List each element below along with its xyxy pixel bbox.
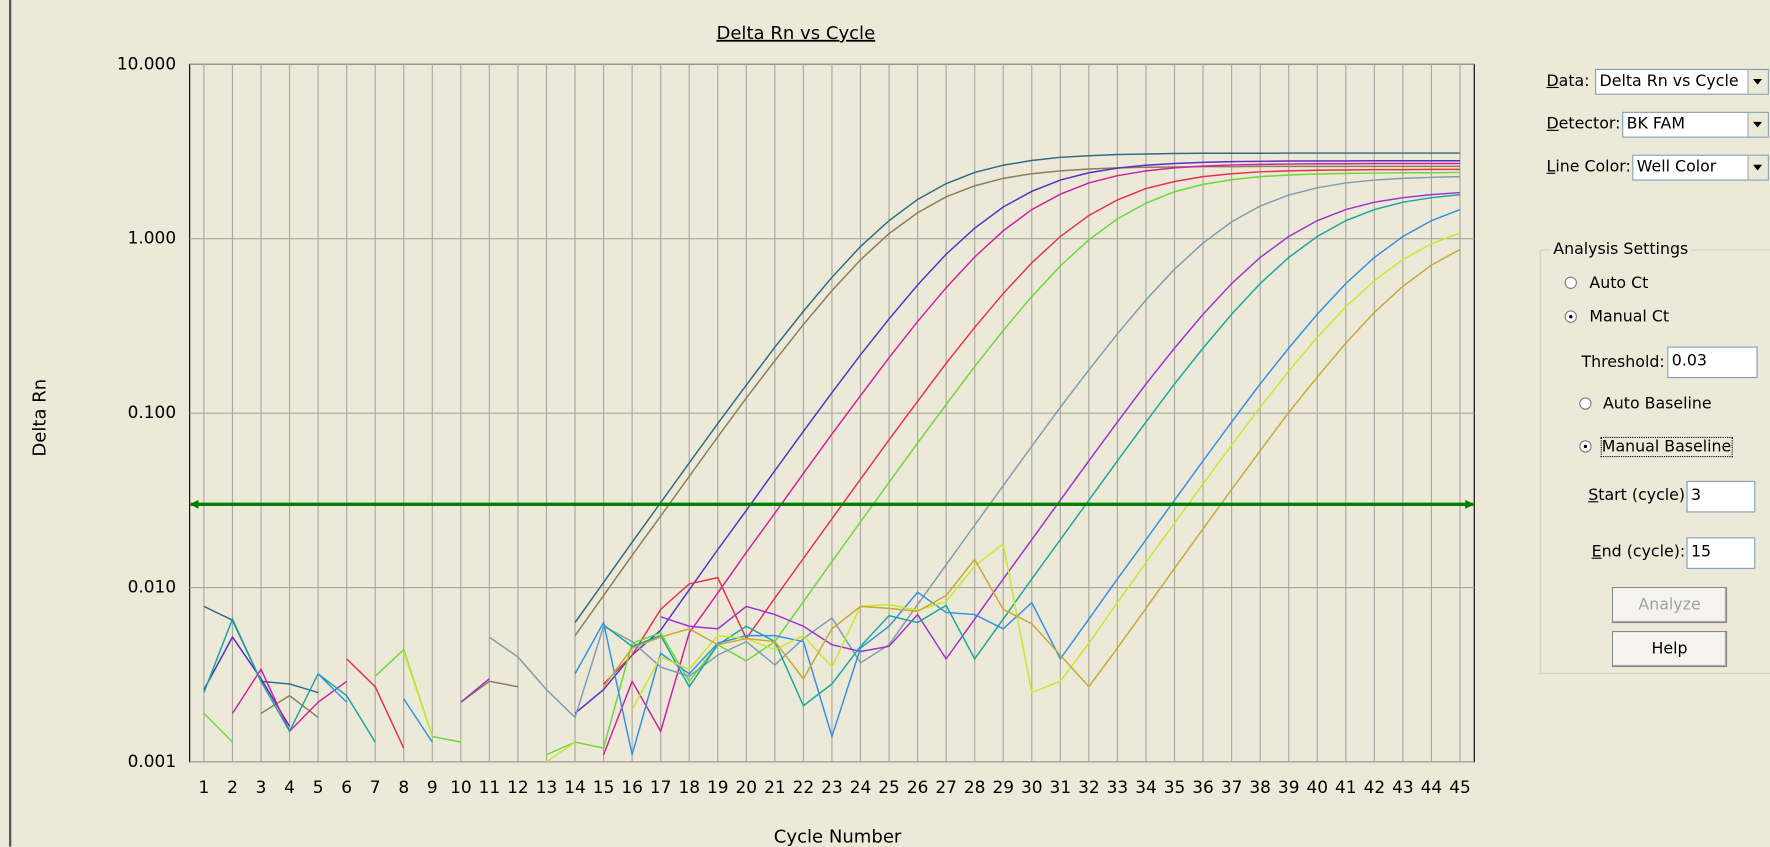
- start-input[interactable]: 3: [1686, 480, 1756, 513]
- auto-ct-label: Auto Ct: [1589, 274, 1649, 293]
- amplification-curve: [602, 248, 1461, 688]
- detector-label: Detector:: [1546, 115, 1621, 134]
- help-button[interactable]: Help: [1611, 631, 1728, 668]
- x-tick-label: 19: [707, 777, 729, 797]
- y-tick-label: 0.001: [128, 751, 176, 771]
- x-tick-label: 16: [621, 777, 643, 797]
- line-color-combo[interactable]: Well Color: [1632, 154, 1769, 181]
- left-border: [9, 0, 12, 847]
- threshold-label: Threshold:: [1581, 353, 1665, 372]
- x-tick-label: 36: [1192, 777, 1214, 797]
- x-tick-label: 40: [1306, 777, 1328, 797]
- x-axis-label: Cycle Number: [774, 827, 902, 847]
- chart: Delta Rn vs Cycle Cycle Number Delta Rn …: [30, 23, 1475, 847]
- x-tick-label: 20: [736, 777, 758, 797]
- data-value: Delta Rn vs Cycle: [1599, 72, 1739, 91]
- x-tick-label: 43: [1392, 777, 1414, 797]
- x-tick-label: 8: [398, 777, 409, 797]
- x-tick-label: 11: [479, 777, 501, 797]
- detector-combo[interactable]: BK FAM: [1622, 111, 1769, 138]
- manual-baseline-label: Manual Baseline: [1600, 436, 1733, 458]
- manual-ct-label: Manual Ct: [1589, 308, 1670, 327]
- y-axis-label: Delta Rn: [30, 379, 51, 457]
- x-tick-label: 17: [650, 777, 672, 797]
- x-tick-label: 22: [793, 777, 815, 797]
- x-tick-label: 4: [284, 777, 295, 797]
- combo-arrow[interactable]: [1747, 112, 1768, 137]
- x-tick-label: 39: [1278, 777, 1300, 797]
- x-tick-label: 29: [992, 777, 1014, 797]
- line-color-value: Well Color: [1636, 158, 1717, 177]
- x-tick-label: 41: [1335, 777, 1357, 797]
- x-tick-label: 13: [536, 777, 558, 797]
- x-tick-label: 23: [821, 777, 843, 797]
- x-tick-label: 14: [564, 777, 586, 797]
- x-tick-label: 32: [1078, 777, 1100, 797]
- x-tick-label: 26: [907, 777, 929, 797]
- x-tick-label: 1: [199, 777, 210, 797]
- amplification-curve: [488, 175, 1461, 719]
- amplification-curve: [346, 168, 1460, 749]
- x-tick-label: 31: [1050, 777, 1072, 797]
- combo-arrow[interactable]: [1747, 155, 1768, 180]
- x-tick-label: 2: [227, 777, 238, 797]
- x-tick-label: 6: [341, 777, 352, 797]
- end-label: End (cycle):: [1591, 542, 1686, 562]
- y-tick-label: 0.010: [128, 577, 176, 597]
- detector-value: BK FAM: [1626, 115, 1685, 134]
- threshold-input[interactable]: 0.03: [1667, 346, 1758, 379]
- start-value: 3: [1690, 486, 1702, 505]
- x-tick-label: 28: [964, 777, 986, 797]
- auto-baseline-label: Auto Baseline: [1602, 395, 1712, 414]
- x-tick-label: 37: [1221, 777, 1243, 797]
- auto-baseline-radio[interactable]: [1579, 397, 1592, 410]
- chart-title: Delta Rn vs Cycle: [716, 23, 875, 44]
- amplification-curve: [203, 193, 1461, 743]
- manual-ct-radio[interactable]: [1564, 310, 1577, 323]
- x-tick-label: 10: [450, 777, 472, 797]
- x-tick-label: 12: [507, 777, 529, 797]
- start-label: Start (cycle):: [1588, 486, 1691, 505]
- x-tick-label: 24: [850, 777, 872, 797]
- data-combo[interactable]: Delta Rn vs Cycle: [1595, 68, 1769, 95]
- y-tick-label: 10.000: [117, 53, 176, 73]
- amplification-curve: [203, 160, 1460, 727]
- x-tick-label: 44: [1421, 777, 1443, 797]
- analyze-button: Analyze: [1611, 586, 1728, 624]
- x-tick-label: 9: [427, 777, 438, 797]
- x-tick-label: 21: [764, 777, 786, 797]
- auto-ct-radio[interactable]: [1564, 276, 1577, 289]
- x-tick-label: 18: [678, 777, 700, 797]
- x-tick-label: 15: [593, 777, 615, 797]
- x-tick-label: 38: [1249, 777, 1271, 797]
- line-color-label: Line Color:: [1546, 158, 1631, 177]
- end-input[interactable]: 15: [1686, 537, 1756, 569]
- end-value: 15: [1690, 542, 1712, 562]
- y-tick-label: 1.000: [128, 228, 176, 248]
- x-tick-label: 27: [935, 777, 957, 797]
- x-tick-label: 45: [1449, 777, 1471, 797]
- y-tick-label: 0.100: [128, 402, 176, 422]
- threshold-value: 0.03: [1671, 352, 1707, 371]
- x-tick-label: 5: [313, 777, 324, 797]
- group-title: Analysis Settings: [1551, 240, 1691, 259]
- x-tick-label: 30: [1021, 777, 1043, 797]
- x-tick-label: 42: [1364, 777, 1386, 797]
- combo-arrow[interactable]: [1747, 69, 1768, 94]
- amplification-curve: [460, 191, 1461, 703]
- x-tick-label: 34: [1135, 777, 1157, 797]
- data-label: Data:: [1546, 72, 1590, 91]
- x-tick-label: 25: [878, 777, 900, 797]
- manual-baseline-radio[interactable]: [1579, 440, 1592, 453]
- amplification-curve: [403, 232, 1461, 763]
- x-tick-label: 33: [1107, 777, 1129, 797]
- x-tick-label: 7: [370, 777, 381, 797]
- x-tick-label: 3: [256, 777, 267, 797]
- x-tick-label: 35: [1164, 777, 1186, 797]
